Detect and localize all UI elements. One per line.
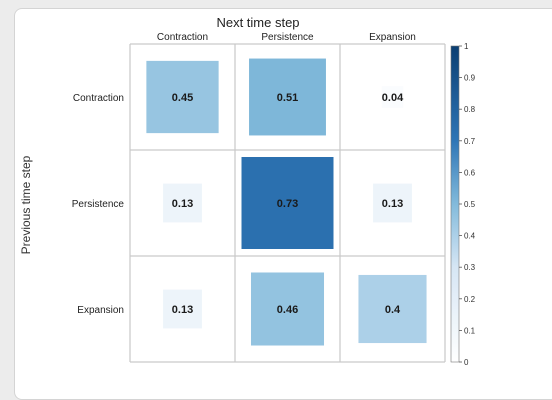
heatmap-grid bbox=[129, 43, 446, 363]
cell-value-label: 0.13 bbox=[382, 198, 403, 210]
heatmap-cell bbox=[163, 289, 202, 329]
x-category-label: Contraction bbox=[157, 32, 208, 43]
colorbar-tick-label: 0.2 bbox=[464, 295, 476, 304]
cell-value-label: 0.13 bbox=[172, 198, 193, 210]
heatmap-cell bbox=[373, 183, 412, 223]
x-category-label: Persistence bbox=[261, 32, 314, 43]
y-category-label: Expansion bbox=[77, 305, 124, 316]
cell-value-label: 0.04 bbox=[382, 92, 404, 104]
x-axis-title: Next time step bbox=[216, 15, 299, 30]
cell-value-label: 0.4 bbox=[385, 304, 401, 316]
colorbar-tick-label: 0.1 bbox=[464, 326, 476, 335]
colorbar-tick-label: 0.4 bbox=[464, 232, 476, 241]
y-axis-title: Previous time step bbox=[19, 155, 33, 254]
axis-labels: Contraction Persistence Expansion Contracti… bbox=[72, 32, 416, 316]
colorbar-tick-label: 1 bbox=[464, 42, 469, 51]
colorbar-gradient bbox=[450, 45, 460, 363]
heatmap-cells: 0.45 0.51 0.04 0.13 0.73 0.13 0.13 0.46 0.4 bbox=[146, 58, 427, 346]
cell-value-label: 0.45 bbox=[172, 92, 193, 104]
heatmap-cell bbox=[250, 272, 325, 346]
cell-value-label: 0.51 bbox=[277, 92, 298, 104]
colorbar-tick-label: 0.3 bbox=[464, 263, 476, 272]
colorbar-tick-label: 0 bbox=[464, 358, 469, 367]
cell-value-label: 0.73 bbox=[277, 198, 298, 210]
heatmap-cell bbox=[241, 157, 334, 249]
heatmap-cell bbox=[249, 58, 326, 136]
heatmap-cell bbox=[358, 274, 427, 344]
heatmap-cell bbox=[381, 86, 404, 108]
y-category-label: Contraction bbox=[73, 93, 124, 104]
colorbar-tick-label: 0.8 bbox=[464, 105, 476, 114]
colorbar-tick-label: 0.6 bbox=[464, 168, 476, 177]
y-category-label: Persistence bbox=[72, 199, 125, 210]
heatmap-cell bbox=[163, 183, 202, 223]
colorbar-tick-label: 0.5 bbox=[464, 200, 476, 209]
colorbar: 0 0.1 0.2 0.3 0.4 0.5 0.6 0.7 0.8 0.9 1 bbox=[450, 42, 476, 367]
cell-value-label: 0.13 bbox=[172, 304, 193, 316]
heatmap-cell bbox=[146, 60, 219, 134]
x-category-label: Expansion bbox=[369, 32, 416, 43]
cell-value-label: 0.46 bbox=[277, 304, 298, 316]
colorbar-tick-label: 0.9 bbox=[464, 74, 476, 83]
colorbar-tick-label: 0.7 bbox=[464, 137, 476, 146]
